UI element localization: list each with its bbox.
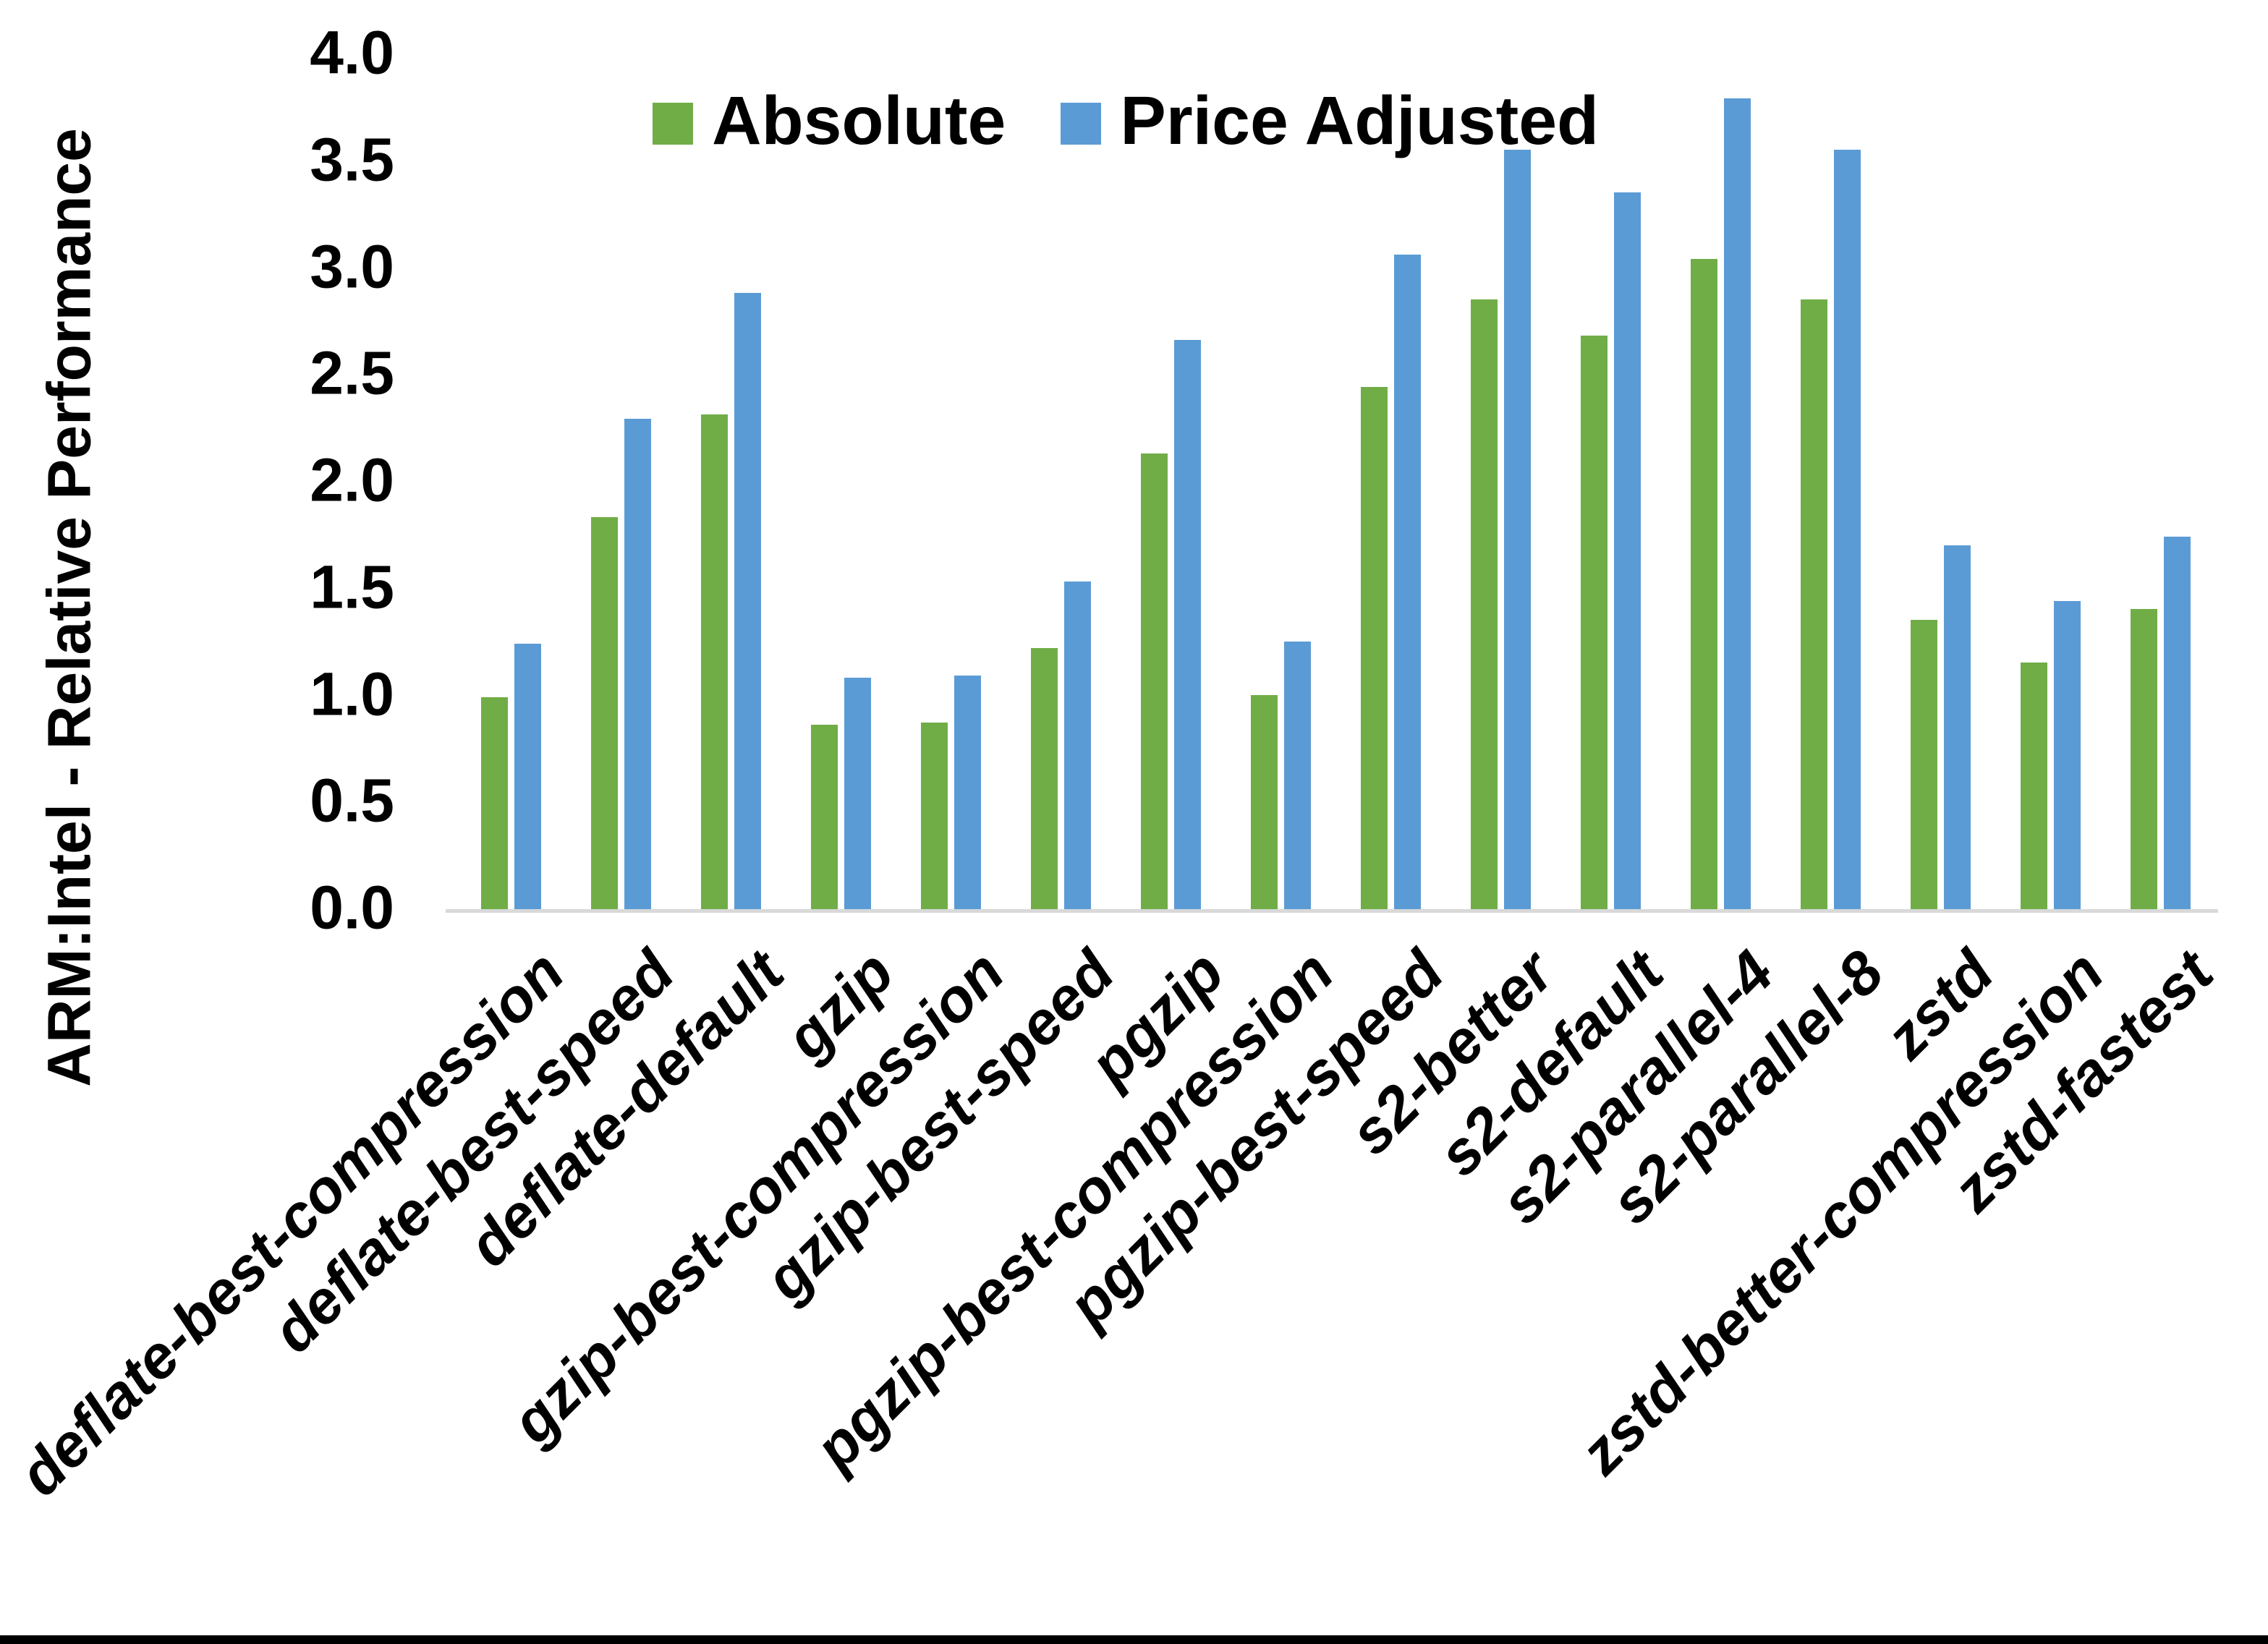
bar-price-adjusted: [954, 675, 981, 911]
legend-item-absolute: Absolute: [653, 85, 1006, 158]
bar-absolute: [1030, 647, 1058, 911]
bar-absolute: [2020, 663, 2047, 911]
y-tick-label: 2.5: [310, 338, 394, 407]
legend: Absolute Price Adjusted: [653, 85, 1599, 158]
bar-absolute: [590, 517, 618, 911]
bar-absolute: [1800, 299, 1827, 911]
bottom-border-rule: [0, 1635, 2268, 1644]
y-tick-label: 1.0: [310, 660, 394, 728]
y-tick-label: 4.0: [310, 18, 394, 87]
bar-absolute: [700, 414, 728, 911]
bar-absolute: [1250, 694, 1278, 911]
bar-absolute: [1690, 258, 1717, 911]
bar-price-adjusted: [1503, 150, 1531, 911]
bar-price-adjusted: [844, 677, 871, 911]
legend-item-price-adjusted: Price Adjusted: [1061, 85, 1599, 158]
bar-price-adjusted: [734, 293, 761, 911]
legend-swatch-absolute: [653, 103, 693, 145]
bar-price-adjusted: [1173, 340, 1201, 911]
bar-price-adjusted: [1943, 545, 1971, 911]
bar-price-adjusted: [1393, 254, 1421, 911]
bar-absolute: [1470, 299, 1498, 911]
y-tick-label: 0.5: [310, 766, 394, 835]
bar-price-adjusted: [514, 643, 541, 911]
bar-price-adjusted: [2163, 536, 2191, 911]
y-axis-title: ARM:Intel - Relative Performance: [35, 128, 105, 1087]
bar-price-adjusted: [1833, 150, 1861, 911]
bar-price-adjusted: [2053, 600, 2081, 911]
x-axis-baseline: [446, 909, 2218, 913]
y-tick-label: 3.0: [310, 232, 394, 301]
bar-price-adjusted: [1283, 641, 1311, 911]
bar-price-adjusted: [624, 419, 651, 911]
legend-label-price-adjusted: Price Adjusted: [1120, 82, 1600, 159]
bar-price-adjusted: [1613, 192, 1641, 911]
bar-price-adjusted: [1063, 581, 1091, 911]
plot-area: [456, 56, 2215, 911]
bar-absolute: [1580, 336, 1607, 911]
bar-price-adjusted: [1723, 98, 1751, 911]
legend-label-absolute: Absolute: [712, 82, 1006, 159]
bar-absolute: [1360, 387, 1388, 911]
legend-swatch-price-adjusted: [1061, 103, 1102, 145]
y-tick-label: 1.5: [310, 553, 394, 621]
y-tick-label: 0.0: [310, 873, 394, 942]
bar-absolute: [1910, 620, 1937, 911]
bar-absolute: [1140, 453, 1168, 911]
y-axis-title-text: ARM:Intel - Relative Performance: [35, 128, 103, 1087]
bar-absolute: [920, 722, 948, 911]
bar-absolute: [810, 724, 838, 911]
y-tick-label: 3.5: [310, 125, 394, 194]
bar-absolute: [480, 697, 508, 911]
y-tick-label: 2.0: [310, 446, 394, 514]
bar-absolute: [2130, 609, 2157, 911]
